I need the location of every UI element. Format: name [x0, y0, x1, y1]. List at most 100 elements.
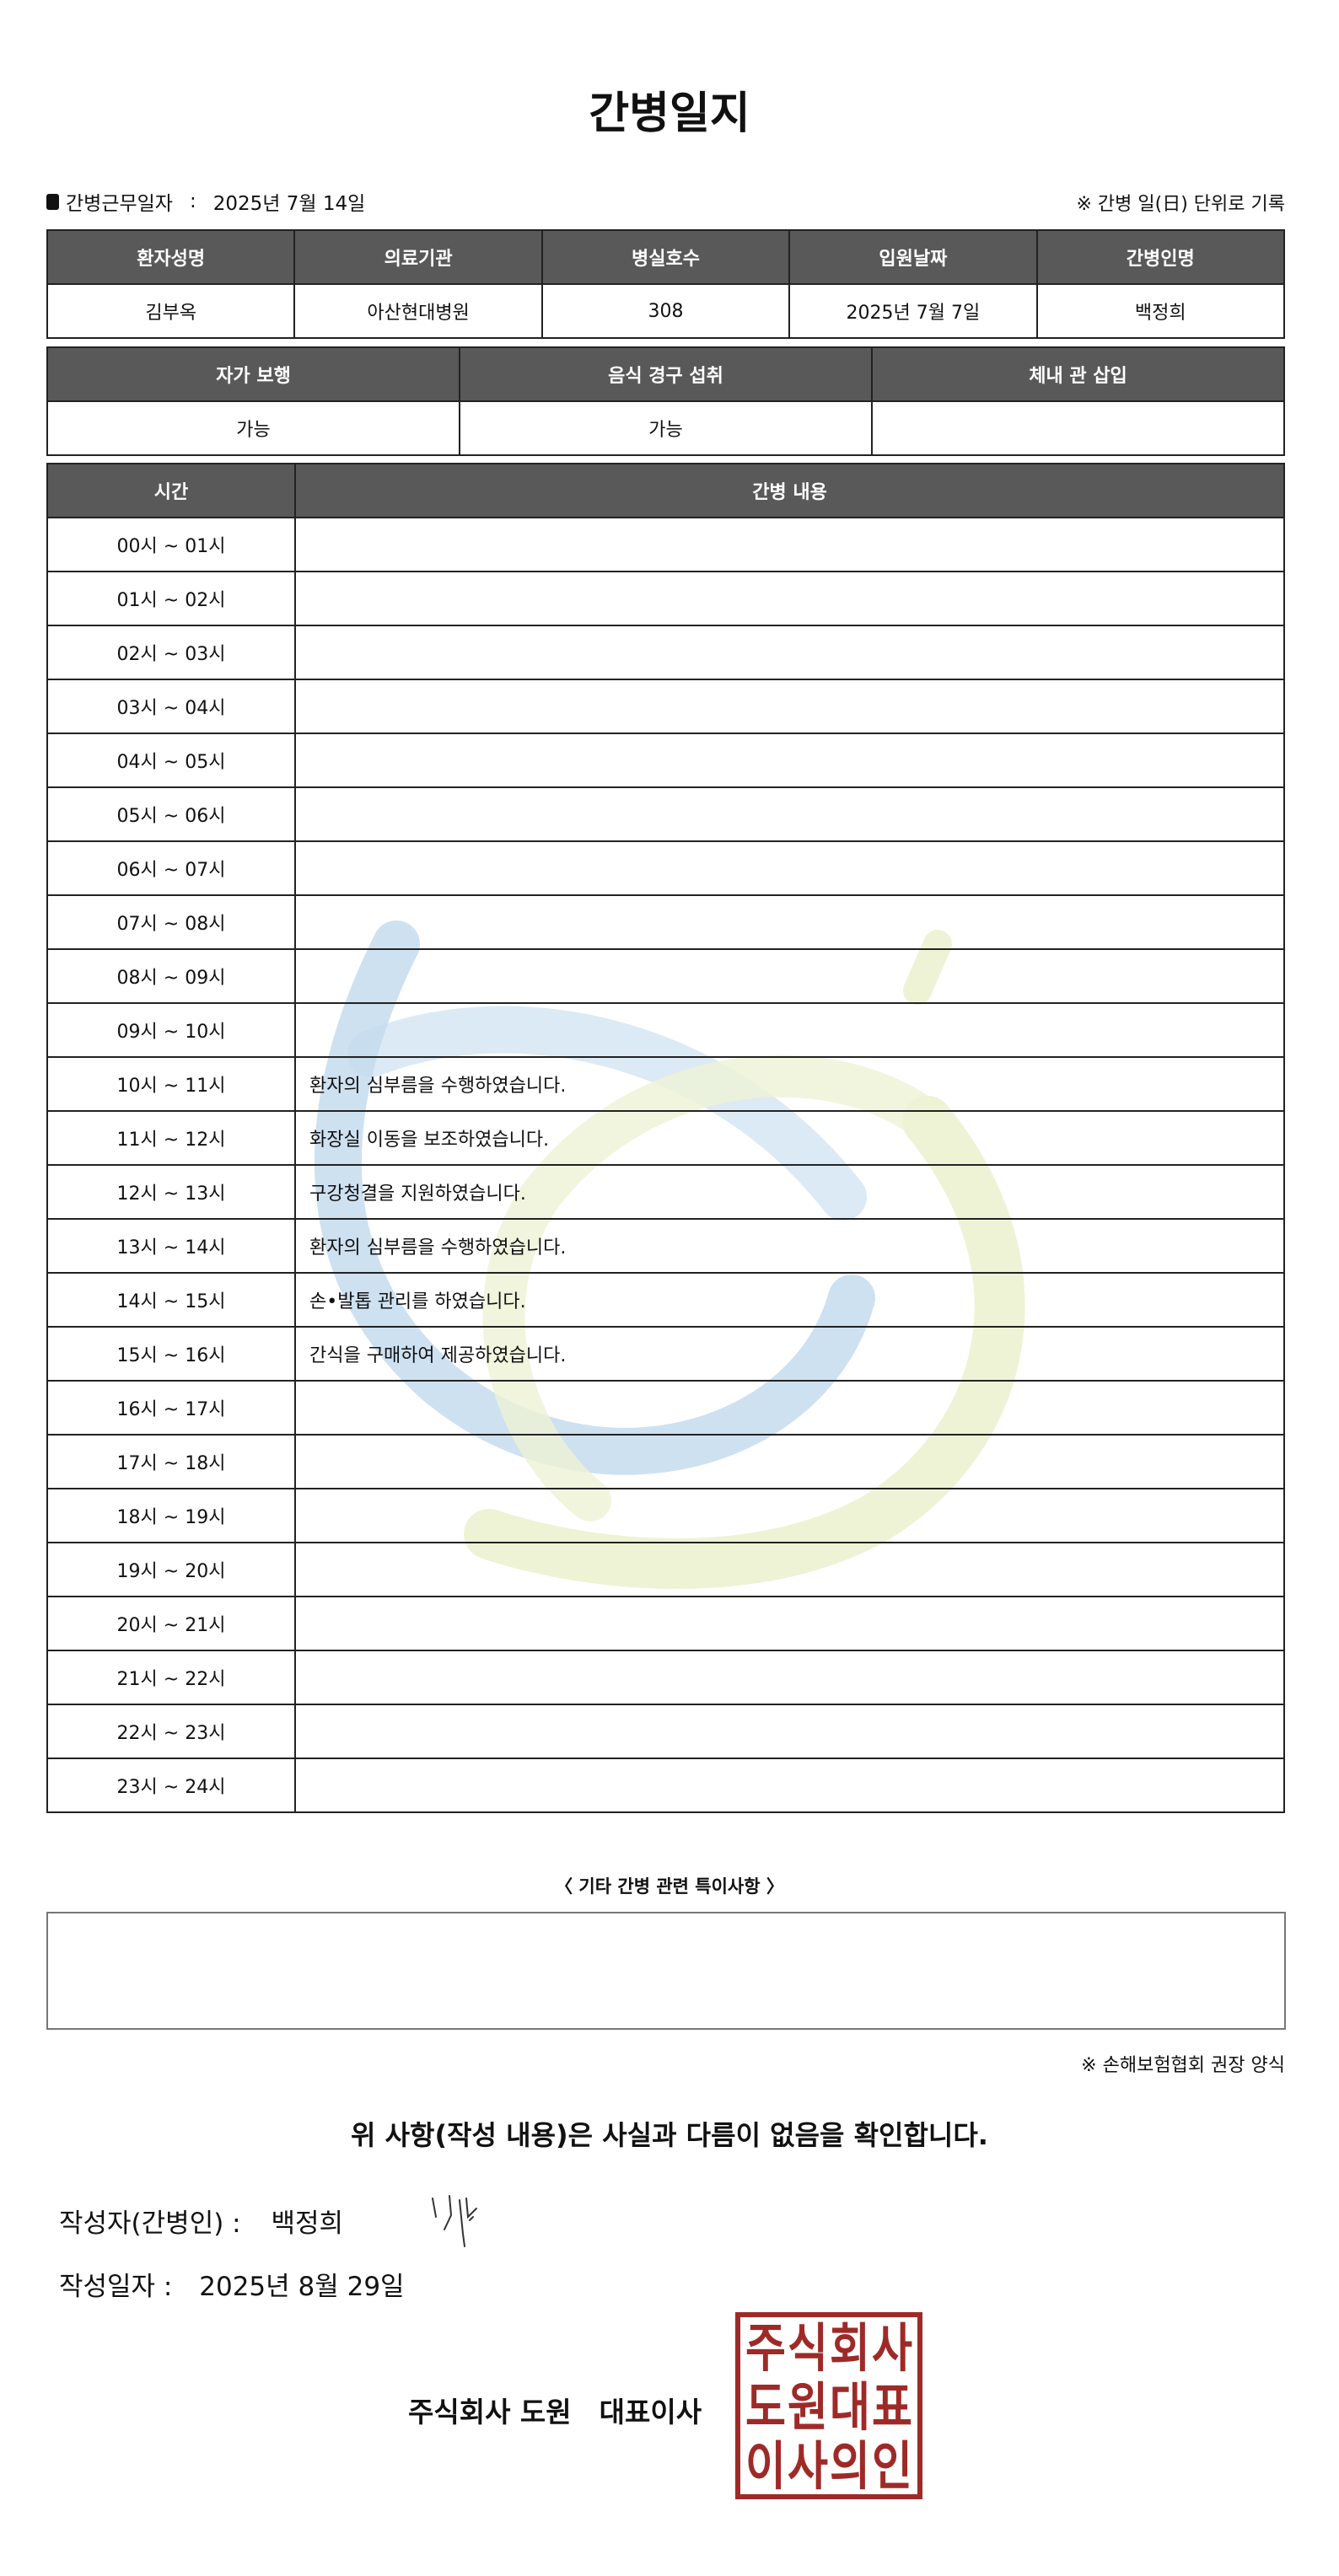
log-row: 04시 ~ 05시: [46, 733, 1285, 788]
log-time: 23시 ~ 24시: [46, 1758, 296, 1813]
association-note: ※ 손해보험협회 권장 양식: [1081, 2055, 1285, 2076]
daily-record-note: ※ 간병 일(日) 단위로 기록: [1076, 194, 1286, 215]
log-content: [294, 840, 1285, 896]
log-time: 04시 ~ 05시: [46, 733, 296, 788]
seal-character: 사: [788, 2435, 828, 2497]
author-name: 백정희: [271, 2208, 344, 2239]
seal-character: 사: [872, 2317, 912, 2379]
log-row: 06시 ~ 07시: [46, 840, 1285, 896]
log-row: 14시 ~ 15시 손•발톱 관리를 하였습니다.: [46, 1272, 1285, 1328]
work-date-value: 2025년 7월 14일: [212, 193, 366, 215]
log-time: 17시 ~ 18시: [46, 1434, 296, 1489]
log-content: [294, 948, 1285, 1004]
seal-character: 의: [830, 2435, 870, 2497]
log-content: [294, 571, 1285, 626]
log-time: 14시 ~ 15시: [46, 1272, 296, 1328]
bullet-icon: [46, 193, 59, 210]
work-date-label: 간병근무일자: [66, 193, 173, 215]
log-content: [294, 786, 1285, 842]
log-time: 02시 ~ 03시: [46, 625, 296, 680]
status-table: 자가 보행 음식 경구 섭취 체내 관 삽입 가능 가능: [46, 346, 1285, 456]
log-row: 22시 ~ 23시: [46, 1704, 1285, 1759]
author-line: 작성자(간병인) : 백정희: [59, 2202, 343, 2240]
log-content: [294, 1704, 1285, 1759]
patient-table: 환자성명 의료기관 병실호수 입원날짜 간병인명 김부옥 아산현대병원 308 …: [46, 229, 1286, 339]
log-content: [294, 1542, 1285, 1597]
company-representative: 주식회사 도원 대표이사: [408, 2396, 702, 2428]
log-time: 01시 ~ 02시: [46, 571, 296, 626]
seal-character: 도: [745, 2376, 786, 2438]
author-label: 작성자(간병인) :: [59, 2208, 241, 2239]
caregiver-name: 백정희: [1035, 283, 1286, 339]
log-row: 01시 ~ 02시: [46, 571, 1285, 626]
header-caregiver: 간병인명: [1035, 229, 1286, 285]
log-row: 09시 ~ 10시: [46, 1002, 1285, 1058]
log-time: 08시 ~ 09시: [46, 948, 296, 1004]
log-time: 13시 ~ 14시: [46, 1218, 296, 1274]
written-date-label: 작성일자 :: [59, 2272, 173, 2302]
log-time: 16시 ~ 17시: [46, 1380, 296, 1436]
seal-character: 회: [830, 2317, 870, 2379]
log-content: 구강청결을 지원하였습니다.: [294, 1164, 1285, 1220]
log-time: 18시 ~ 19시: [46, 1488, 296, 1543]
log-time: 03시 ~ 04시: [46, 679, 296, 734]
log-time: 15시 ~ 16시: [46, 1326, 296, 1382]
log-row: 11시 ~ 12시 화장실 이동을 보조하였습니다.: [46, 1110, 1285, 1166]
log-time: 10시 ~ 11시: [46, 1056, 296, 1112]
seal-character: 대: [830, 2376, 870, 2438]
log-content: [294, 625, 1285, 680]
seal-character: 원: [788, 2376, 828, 2438]
header-oral-intake: 음식 경구 섭취: [459, 346, 873, 402]
notes-box: [46, 1912, 1286, 2030]
log-content: 간식을 구매하여 제공하였습니다.: [294, 1326, 1285, 1382]
notes-label: 〈 기타 간병 관련 특이사항 〉: [555, 1876, 784, 1897]
log-time: 11시 ~ 12시: [46, 1110, 296, 1166]
log-content: [294, 679, 1285, 734]
log-row: 03시 ~ 04시: [46, 679, 1285, 734]
header-tube: 체내 관 삽입: [871, 346, 1285, 402]
seal-character: 주: [745, 2317, 786, 2379]
care-log-table: 시간 간병 내용 00시 ~ 01시 01시 ~ 02시 02시 ~ 03시 03시 …: [46, 463, 1285, 1813]
log-content: [294, 894, 1285, 950]
header-walking: 자가 보행: [46, 346, 460, 402]
log-time: 07시 ~ 08시: [46, 894, 296, 950]
log-content: [294, 1380, 1285, 1436]
log-content: [294, 733, 1285, 788]
log-row: 12시 ~ 13시 구강청결을 지원하였습니다.: [46, 1164, 1285, 1220]
seal-character: 표: [872, 2376, 912, 2438]
company-seal: 주 식 회 사도 원 대 표이 사 의 인: [735, 2312, 922, 2499]
log-row: 07시 ~ 08시: [46, 894, 1285, 950]
log-content: [294, 1002, 1285, 1058]
log-time: 00시 ~ 01시: [46, 517, 296, 572]
log-row: 08시 ~ 09시: [46, 948, 1285, 1004]
header-admission-date: 입원날짜: [788, 229, 1038, 285]
log-content: [294, 1488, 1285, 1543]
header-hospital: 의료기관: [293, 229, 543, 285]
admission-date: 2025년 7월 7일: [788, 283, 1038, 339]
log-row: 16시 ~ 17시: [46, 1380, 1285, 1436]
log-row: 10시 ~ 11시 환자의 심부름을 수행하였습니다.: [46, 1056, 1285, 1112]
seal-character: 이: [745, 2435, 786, 2497]
room-number: 308: [540, 283, 791, 339]
written-date-line: 작성일자 : 2025년 8월 29일: [59, 2265, 405, 2303]
log-content: [294, 1758, 1285, 1813]
log-row: 23시 ~ 24시: [46, 1758, 1285, 1813]
hospital: 아산현대병원: [293, 283, 543, 339]
log-row: 00시 ~ 01시: [46, 517, 1285, 572]
seal-character: 인: [872, 2435, 912, 2497]
log-content: [294, 1434, 1285, 1489]
log-content: [294, 517, 1285, 572]
log-time: 20시 ~ 21시: [46, 1596, 296, 1651]
log-row: 15시 ~ 16시 간식을 구매하여 제공하였습니다.: [46, 1326, 1285, 1382]
log-row: 21시 ~ 22시: [46, 1650, 1285, 1705]
log-time: 22시 ~ 23시: [46, 1704, 296, 1759]
work-date-sep: :: [189, 191, 196, 212]
log-row: 17시 ~ 18시: [46, 1434, 1285, 1489]
log-time: 21시 ~ 22시: [46, 1650, 296, 1705]
page-title: 간병일지: [589, 89, 750, 139]
header-time: 시간: [46, 463, 296, 518]
log-time: 06시 ~ 07시: [46, 840, 296, 896]
log-content: 환자의 심부름을 수행하였습니다.: [294, 1218, 1285, 1274]
log-row: 18시 ~ 19시: [46, 1488, 1285, 1543]
confirmation-statement: 위 사항(작성 내용)은 사실과 다름이 없음을 확인합니다.: [351, 2119, 988, 2151]
